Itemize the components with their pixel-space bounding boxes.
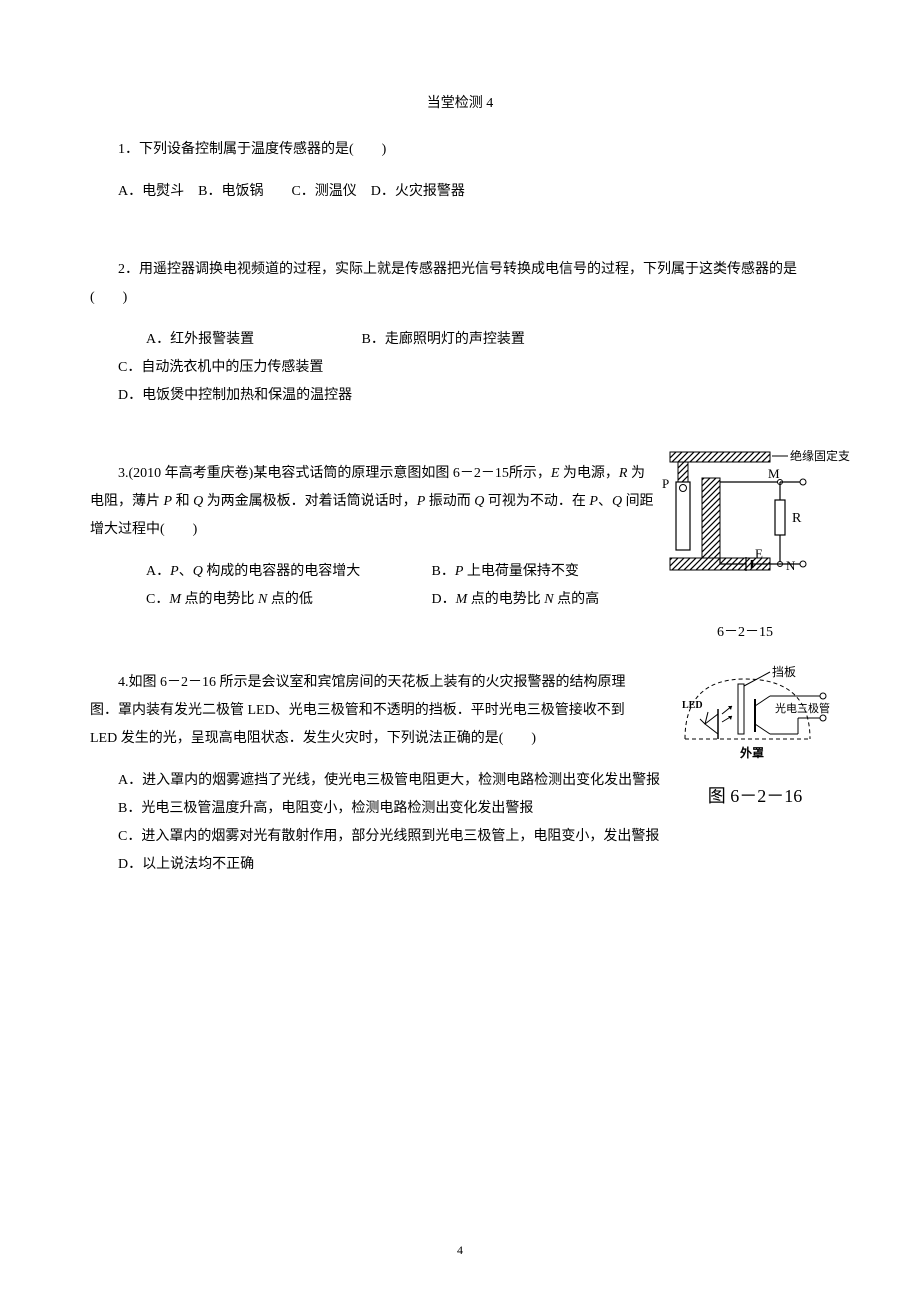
question-4: 4.如图 6－2－16 所示是会议室和宾馆房间的天花板上装有的火灾报警器的结构原… — [90, 669, 830, 879]
q3-label-n: N — [786, 558, 796, 573]
question-1: 1．下列设备控制属于温度传感器的是( ) A．电熨斗 B．电饭锅 C．测温仪 D… — [90, 136, 830, 206]
page-title: 当堂检测 4 — [90, 90, 830, 118]
q4-fig-caption: 图 6－2－16 — [670, 778, 840, 814]
q3-opt-b: B．P 上电荷量保持不变 — [432, 564, 579, 579]
q3-stem: 3.(2010 年高考重庆卷)某电容式话筒的原理示意图如图 6－2－15所示，E… — [90, 460, 655, 544]
q3-label-insul: 绝缘固定支 — [790, 450, 850, 463]
q3-label-p: P — [662, 476, 669, 491]
q3-opt-d: D．M 点的电势比 N 点的高 — [432, 592, 600, 607]
question-2: 2．用遥控器调换电视频道的过程，实际上就是传感器把光信号转换成电信号的过程，下列… — [90, 256, 830, 410]
q4-opt-c: C．进入罩内的烟雾对光有散射作用，部分光线照到光电三极管上，电阻变小，发出警报 — [90, 823, 830, 851]
q3-label-r: R — [792, 511, 802, 526]
q3-opt-a: A．P、Q 构成的电容器的电容增大 — [118, 558, 428, 586]
q4-label-photo: 光电三极管 — [775, 701, 830, 715]
q3-fig-caption: 6－2－15 — [640, 619, 850, 647]
q1-options: A．电熨斗 B．电饭锅 C．测温仪 D．火灾报警器 — [90, 178, 830, 206]
q3-figure: 绝缘固定支 P M R N — [660, 450, 850, 647]
question-3: 3.(2010 年高考重庆卷)某电容式话筒的原理示意图如图 6－2－15所示，E… — [90, 460, 830, 614]
q1-stem: 1．下列设备控制属于温度传感器的是( ) — [90, 136, 830, 164]
q4-stem: 4.如图 6－2－16 所示是会议室和宾馆房间的天花板上装有的火灾报警器的结构原… — [90, 669, 645, 753]
q3-options-row2: C．M 点的电势比 N 点的低 D．M 点的电势比 N 点的高 — [90, 586, 655, 614]
q2-option-a-b: A．红外报警装置 B．走廊照明灯的声控装置 — [90, 326, 830, 354]
q4-label-led: LED — [682, 700, 703, 711]
q2-opt-b: B．走廊照明灯的声控装置 — [362, 332, 525, 347]
q4-label-baffle: 挡板 — [772, 665, 796, 679]
q4-label-cover: 外罩 — [740, 745, 764, 760]
q3-options-row1: A．P、Q 构成的电容器的电容增大 B．P 上电荷量保持不变 — [90, 558, 655, 586]
q2-option-d: D．电饭煲中控制加热和保温的温控器 — [90, 382, 830, 410]
q4-figure: 挡板 LED 光电三极管 外罩 图 6 — [670, 664, 840, 814]
q4-opt-d: D．以上说法均不正确 — [90, 851, 830, 879]
q2-opt-a: A．红外报警装置 — [118, 326, 358, 354]
q3-label-e: E — [755, 546, 763, 561]
page-number: 4 — [457, 1238, 463, 1262]
q3-label-m: M — [768, 466, 780, 481]
q3-opt-c: C．M 点的电势比 N 点的低 — [118, 586, 428, 614]
q2-option-c: C．自动洗衣机中的压力传感装置 — [90, 354, 830, 382]
q2-stem: 2．用遥控器调换电视频道的过程，实际上就是传感器把光信号转换成电信号的过程，下列… — [90, 256, 830, 312]
